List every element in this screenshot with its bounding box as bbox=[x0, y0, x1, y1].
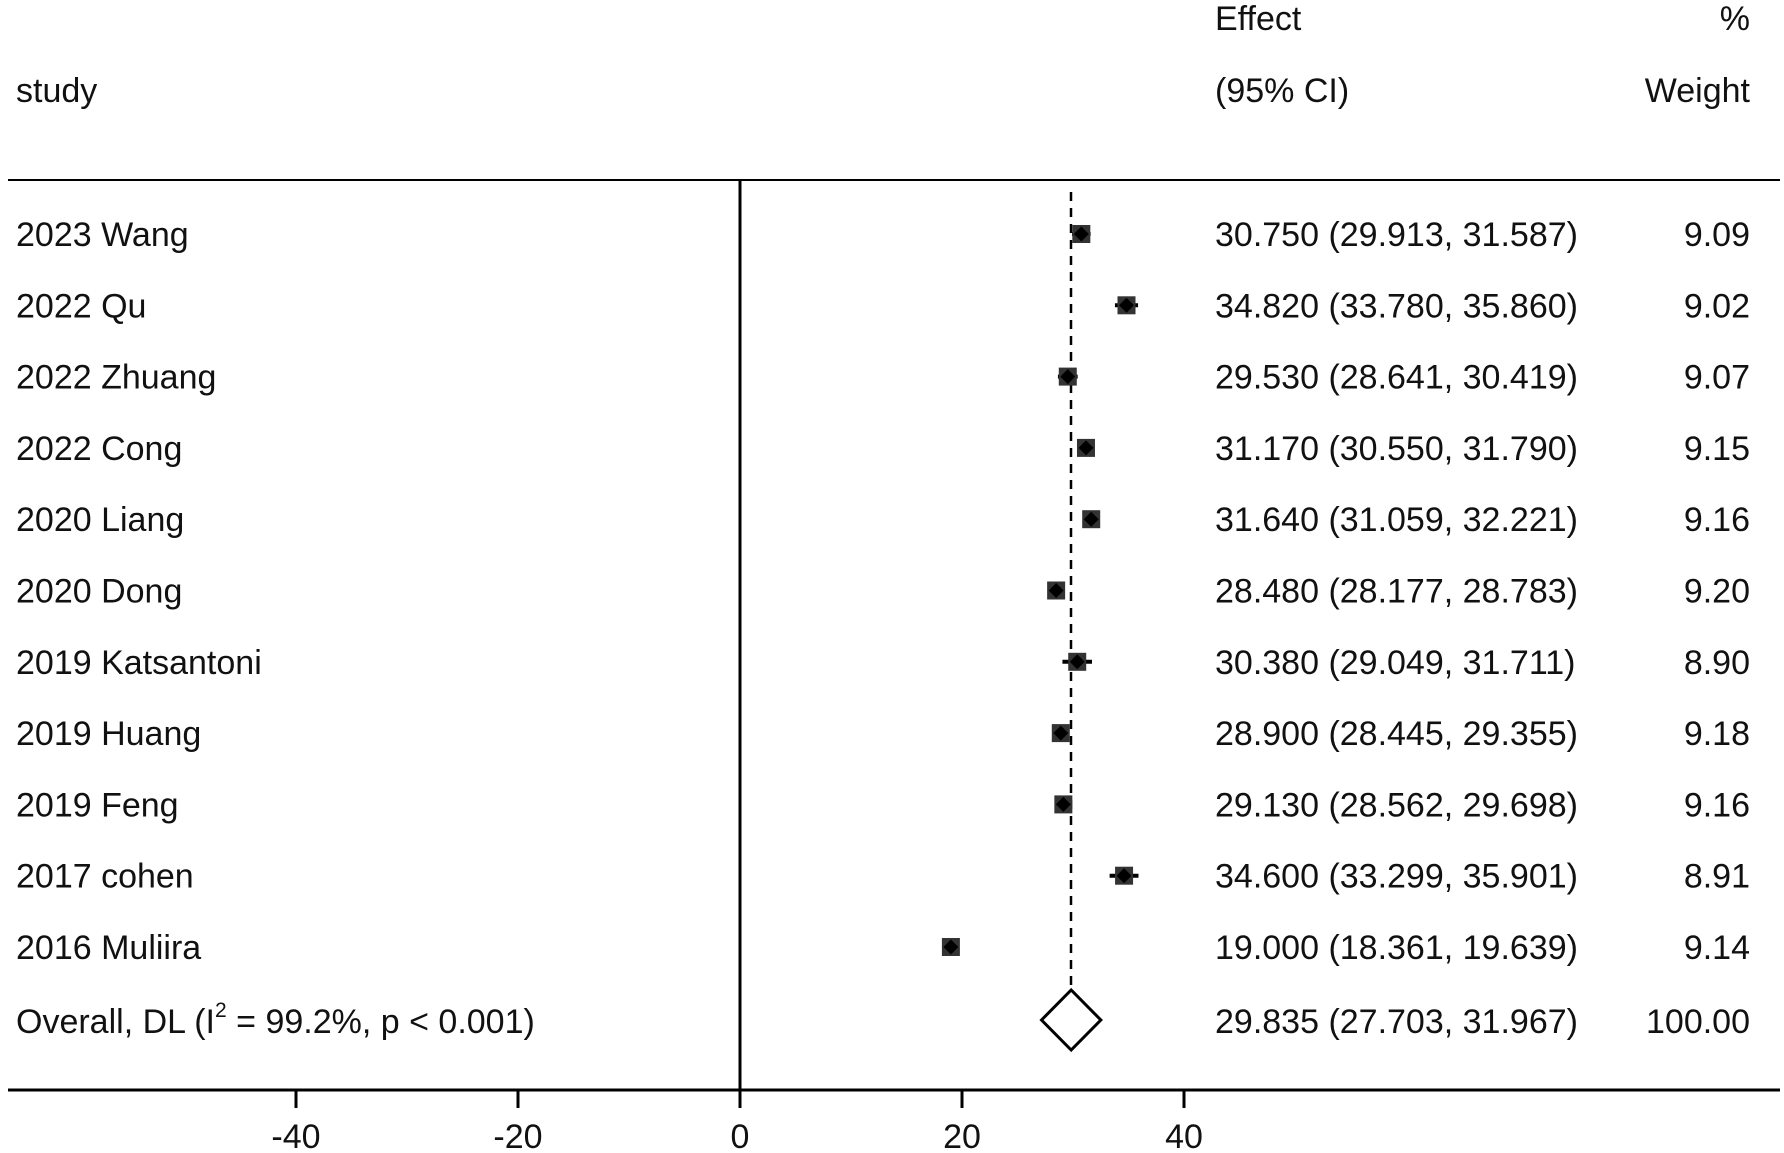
x-axis-ticks: -40 -20 0 20 40 bbox=[271, 1090, 1203, 1153]
study-weight-text: 9.15 bbox=[1684, 430, 1750, 468]
x-tick-label: -20 bbox=[493, 1118, 542, 1153]
study-effect-text: 34.820 (33.780, 35.860) bbox=[1215, 287, 1578, 325]
overall-label-suffix: = 99.2%, p < 0.001) bbox=[227, 1003, 535, 1041]
header-study: study bbox=[16, 72, 97, 110]
study-effect-text: 31.170 (30.550, 31.790) bbox=[1215, 430, 1578, 468]
study-rows: 2023 Wang 30.750 (29.913, 31.587) 9.09 2022… bbox=[16, 216, 1750, 967]
study-point-estimate bbox=[1069, 654, 1085, 670]
study-weight-text: 8.91 bbox=[1684, 858, 1750, 896]
x-tick-label: 20 bbox=[943, 1118, 981, 1153]
study-weight-text: 9.20 bbox=[1684, 573, 1750, 611]
study-weight-text: 9.02 bbox=[1684, 287, 1750, 325]
overall-label: Overall, DL (I2 = 99.2%, p < 0.001) bbox=[16, 999, 535, 1041]
study-weight-text: 9.07 bbox=[1684, 359, 1750, 397]
header-effect-line2: (95% CI) bbox=[1215, 72, 1349, 110]
study-label: 2019 Feng bbox=[16, 786, 179, 824]
study-point-estimate bbox=[1078, 440, 1094, 456]
study-weight-text: 9.16 bbox=[1684, 786, 1750, 824]
study-label: 2022 Zhuang bbox=[16, 359, 216, 397]
study-effect-text: 29.130 (28.562, 29.698) bbox=[1215, 786, 1578, 824]
study-weight-text: 8.90 bbox=[1684, 644, 1750, 682]
header-effect-line1: Effect bbox=[1215, 0, 1302, 38]
study-label: 2022 Qu bbox=[16, 287, 146, 325]
study-label: 2023 Wang bbox=[16, 216, 189, 254]
header-weight-line2: Weight bbox=[1645, 72, 1751, 110]
study-label: 2020 Dong bbox=[16, 573, 182, 611]
study-point-estimate bbox=[1116, 868, 1132, 884]
study-label: 2019 Huang bbox=[16, 715, 201, 753]
study-label: 2016 Muliira bbox=[16, 929, 201, 967]
overall-diamond bbox=[1039, 987, 1103, 1053]
study-point-estimate bbox=[1053, 725, 1069, 741]
study-weight-text: 9.16 bbox=[1684, 501, 1750, 539]
study-point-estimate bbox=[1073, 226, 1089, 242]
study-point-estimate bbox=[1055, 796, 1071, 812]
study-point-estimate bbox=[1060, 369, 1076, 385]
header-weight-line1: % bbox=[1720, 0, 1750, 38]
study-label: 2017 cohen bbox=[16, 858, 194, 896]
x-tick-label: 0 bbox=[731, 1118, 750, 1153]
study-weight-text: 9.09 bbox=[1684, 216, 1750, 254]
study-point-estimate bbox=[1119, 297, 1135, 313]
study-label: 2019 Katsantoni bbox=[16, 644, 262, 682]
overall-label-superscript: 2 bbox=[215, 999, 227, 1022]
study-effect-text: 19.000 (18.361, 19.639) bbox=[1215, 929, 1578, 967]
study-effect-text: 28.480 (28.177, 28.783) bbox=[1215, 573, 1578, 611]
x-tick-label: 40 bbox=[1165, 1118, 1203, 1153]
study-point-estimate bbox=[943, 939, 959, 955]
overall-label-prefix: Overall, DL (I bbox=[16, 1003, 215, 1041]
study-label: 2022 Cong bbox=[16, 430, 182, 468]
study-label: 2020 Liang bbox=[16, 501, 184, 539]
overall-effect-text: 29.835 (27.703, 31.967) bbox=[1215, 1003, 1578, 1041]
x-tick-label: -40 bbox=[271, 1118, 320, 1153]
overall-weight-text: 100.00 bbox=[1646, 1003, 1750, 1041]
study-point-estimate bbox=[1083, 511, 1099, 527]
study-effect-text: 29.530 (28.641, 30.419) bbox=[1215, 359, 1578, 397]
study-effect-text: 28.900 (28.445, 29.355) bbox=[1215, 715, 1578, 753]
study-effect-text: 30.380 (29.049, 31.711) bbox=[1215, 644, 1575, 682]
study-weight-text: 9.18 bbox=[1684, 715, 1750, 753]
study-effect-text: 30.750 (29.913, 31.587) bbox=[1215, 216, 1578, 254]
study-effect-text: 31.640 (31.059, 32.221) bbox=[1215, 501, 1578, 539]
study-weight-text: 9.14 bbox=[1684, 929, 1750, 967]
study-point-estimate bbox=[1048, 583, 1064, 598]
study-effect-text: 34.600 (33.299, 35.901) bbox=[1215, 858, 1578, 896]
